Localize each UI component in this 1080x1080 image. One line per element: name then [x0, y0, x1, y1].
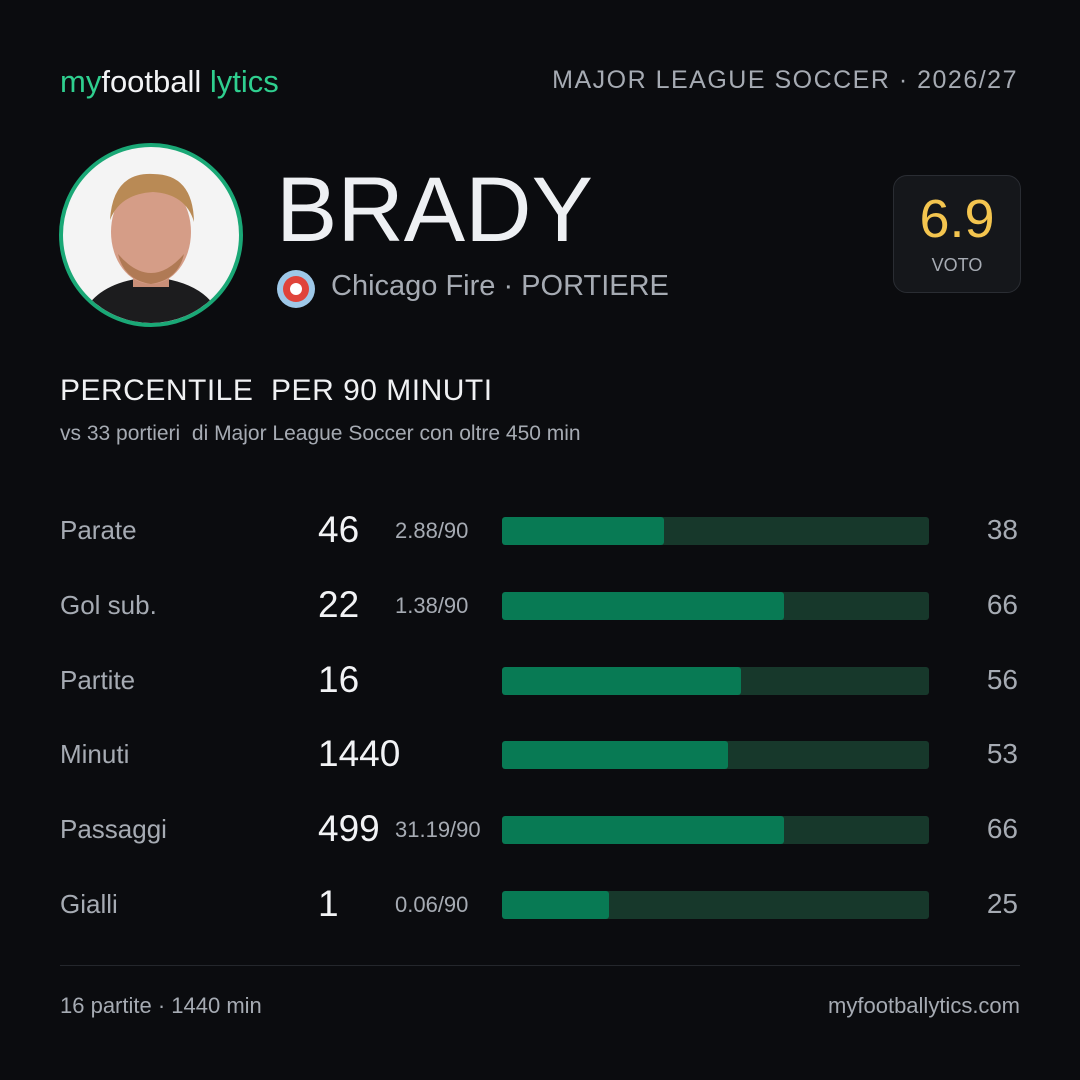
percentile-bar — [502, 816, 784, 845]
percentile-bar — [502, 891, 609, 919]
percentile-value: 56 — [986, 663, 1018, 695]
stat-label: Minuti — [60, 739, 130, 770]
stat-label: Gol sub. — [60, 589, 157, 620]
percentile-bar — [502, 666, 742, 695]
percentile-bar — [502, 517, 665, 545]
brand-part: my — [60, 64, 102, 99]
team-role: Chicago Fire · PORTIERE — [331, 270, 669, 302]
stat-value: 1 — [318, 883, 339, 924]
percentile-track — [502, 741, 929, 770]
player-photo — [59, 143, 243, 327]
percentile-track — [502, 891, 929, 919]
percentile-value: 25 — [986, 888, 1018, 919]
stat-value: 46 — [318, 509, 360, 550]
rating: 6.9 — [919, 189, 995, 249]
stat-value: 1440 — [318, 733, 401, 775]
brand-part: football — [101, 64, 202, 99]
team-logo — [277, 270, 315, 308]
stat-label: Parate — [60, 515, 137, 545]
brand: myfootball lytics — [60, 64, 279, 100]
rating-box — [893, 175, 1021, 293]
divider — [60, 965, 1020, 966]
percentile-value: 38 — [986, 514, 1018, 545]
stat-per90: 2.88/90 — [395, 518, 469, 543]
percentile-bar — [502, 591, 784, 620]
stat-value: 22 — [318, 583, 360, 625]
footer-site: myfootballytics.com — [828, 993, 1020, 1018]
stat-value: 499 — [318, 808, 380, 850]
percentile-bar — [502, 741, 729, 770]
section-subtitle: vs 33 portieri di Major League Soccer co… — [60, 422, 581, 445]
percentile-track — [502, 816, 929, 845]
stat-per90: 31.19/90 — [395, 817, 481, 843]
percentile-track — [502, 666, 929, 695]
stat-label: Passaggi — [60, 814, 167, 845]
percentile-value: 66 — [986, 813, 1018, 845]
section-title: PERCENTILE PER 90 MINUTI — [60, 374, 493, 407]
percentile-value: 53 — [986, 738, 1018, 770]
percentile-track — [502, 591, 929, 620]
stat-value: 16 — [318, 658, 360, 700]
footer-summary: 16 partite · 1440 min — [60, 993, 262, 1018]
player-name: BRADY — [276, 159, 593, 261]
stat-per90: 0.06/90 — [395, 892, 469, 917]
league: MAJOR LEAGUE SOCCER · 2026/27 — [552, 66, 1018, 94]
percentile-track — [502, 517, 929, 545]
stat-label: Partite — [60, 664, 136, 695]
stat-per90: 1.38/90 — [395, 592, 469, 618]
stat-label: Gialli — [60, 889, 118, 919]
percentile-value: 66 — [986, 588, 1018, 620]
rating-label: VOTO — [931, 255, 983, 275]
brand-part: lytics — [209, 64, 279, 99]
